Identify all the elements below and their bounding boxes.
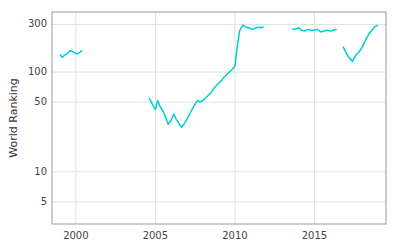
plot-frame [52,12,386,224]
x-tick-label: 2005 [143,230,168,241]
y-tick-label: 100 [28,66,47,77]
line-series [343,25,378,61]
grid [52,12,386,224]
line-series [149,25,264,127]
line-series [292,28,337,32]
x-grid-line [155,12,156,224]
x-grid-line [75,12,76,224]
plot-area [52,12,386,224]
y-grid-line [52,201,386,202]
line-series [60,50,82,57]
x-grid-line [314,12,315,224]
tick-labels: 5 10 50 100 300 2000 2005 2010 2015 [28,18,327,241]
y-tick-label: 10 [34,166,47,177]
chart: 5 10 50 100 300 2000 2005 2010 2015 World Ranking [0,0,400,250]
lines [60,25,378,127]
y-tick-label: 300 [28,18,47,29]
x-tick-label: 2015 [302,230,327,241]
y-axis-label: World Ranking [7,78,20,158]
x-tick-label: 2010 [222,230,247,241]
y-grid-line [52,171,386,172]
y-grid-line [52,102,386,103]
y-tick-label: 50 [34,96,47,107]
y-tick-label: 5 [41,196,47,207]
y-grid-line [52,72,386,73]
x-grid-line [234,12,235,224]
y-grid-line [52,24,386,25]
x-tick-label: 2000 [63,230,88,241]
